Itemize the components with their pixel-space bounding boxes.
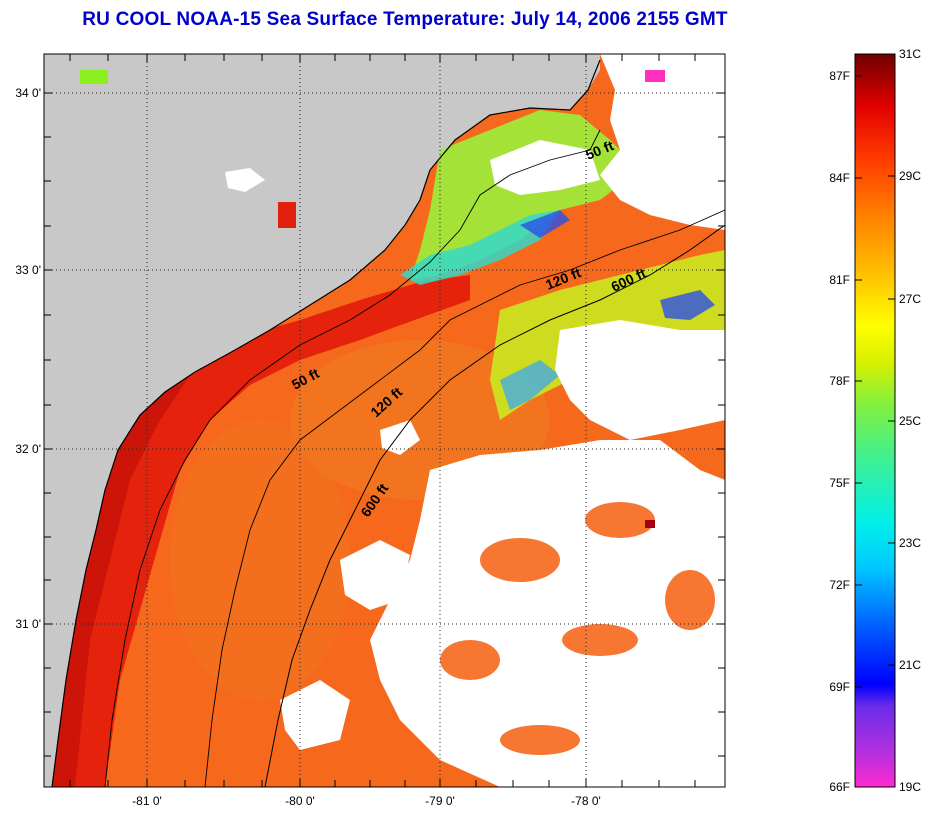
lat-label: 32 0' xyxy=(15,442,41,456)
colorbar-c-label: 25C xyxy=(899,414,921,428)
colorbar-f-label: 66F xyxy=(829,780,850,794)
map-title: RU COOL NOAA-15 Sea Surface Temperature:… xyxy=(82,9,728,30)
map-ticks xyxy=(44,54,725,787)
colorbar-c-label: 31C xyxy=(899,47,921,61)
lon-label: -78 0' xyxy=(571,794,601,808)
colorbar-f-label: 81F xyxy=(829,273,850,287)
colorbar-c-label: 21C xyxy=(899,658,921,672)
cool-water-blue-streak xyxy=(660,290,715,320)
land xyxy=(44,54,600,787)
colorbar-f-label: 72F xyxy=(829,578,850,592)
colorbar-c-label: 29C xyxy=(899,169,921,183)
cool-spot xyxy=(80,70,108,84)
colorbar-f-label: 75F xyxy=(829,476,850,490)
map-frame xyxy=(43,53,726,788)
ocean-nearshore-deep-red xyxy=(44,360,200,787)
colorbar-f-label: 69F xyxy=(829,680,850,694)
contour-120ft xyxy=(204,209,725,787)
colorbar-f-label: 78F xyxy=(829,374,850,388)
cloud-gaps xyxy=(440,502,715,755)
cool-water-east-cyan xyxy=(500,360,560,410)
warm-spot xyxy=(278,202,296,228)
lon-label: -79 0' xyxy=(425,794,455,808)
offshore-patch xyxy=(170,420,350,700)
colorbar-c-label: 23C xyxy=(899,536,921,550)
colorbar: 87F 84F 81F 78F 75F 72F 69F 66F 31C 29C … xyxy=(829,47,921,794)
graticule xyxy=(44,54,725,787)
colorbar-ticks xyxy=(855,53,895,788)
map-area xyxy=(44,54,725,787)
coastline xyxy=(51,59,601,787)
colorbar-f-label: 87F xyxy=(829,69,850,83)
cool-water-blue-streak xyxy=(520,210,570,238)
lat-label: 31 0' xyxy=(15,617,41,631)
warm-spot xyxy=(645,520,655,528)
lon-label: -80 0' xyxy=(285,794,315,808)
colorbar-f-label: 84F xyxy=(829,171,850,185)
contour-600ft xyxy=(264,224,725,787)
lat-label: 34 0' xyxy=(15,86,41,100)
colorbar-c-label: 19C xyxy=(899,780,921,794)
colorbar-c-label: 27C xyxy=(899,292,921,306)
lat-label: 33 0' xyxy=(15,263,41,277)
contour-50ft xyxy=(104,129,601,787)
cool-spot xyxy=(645,70,665,82)
lon-label: -81 0' xyxy=(132,794,162,808)
